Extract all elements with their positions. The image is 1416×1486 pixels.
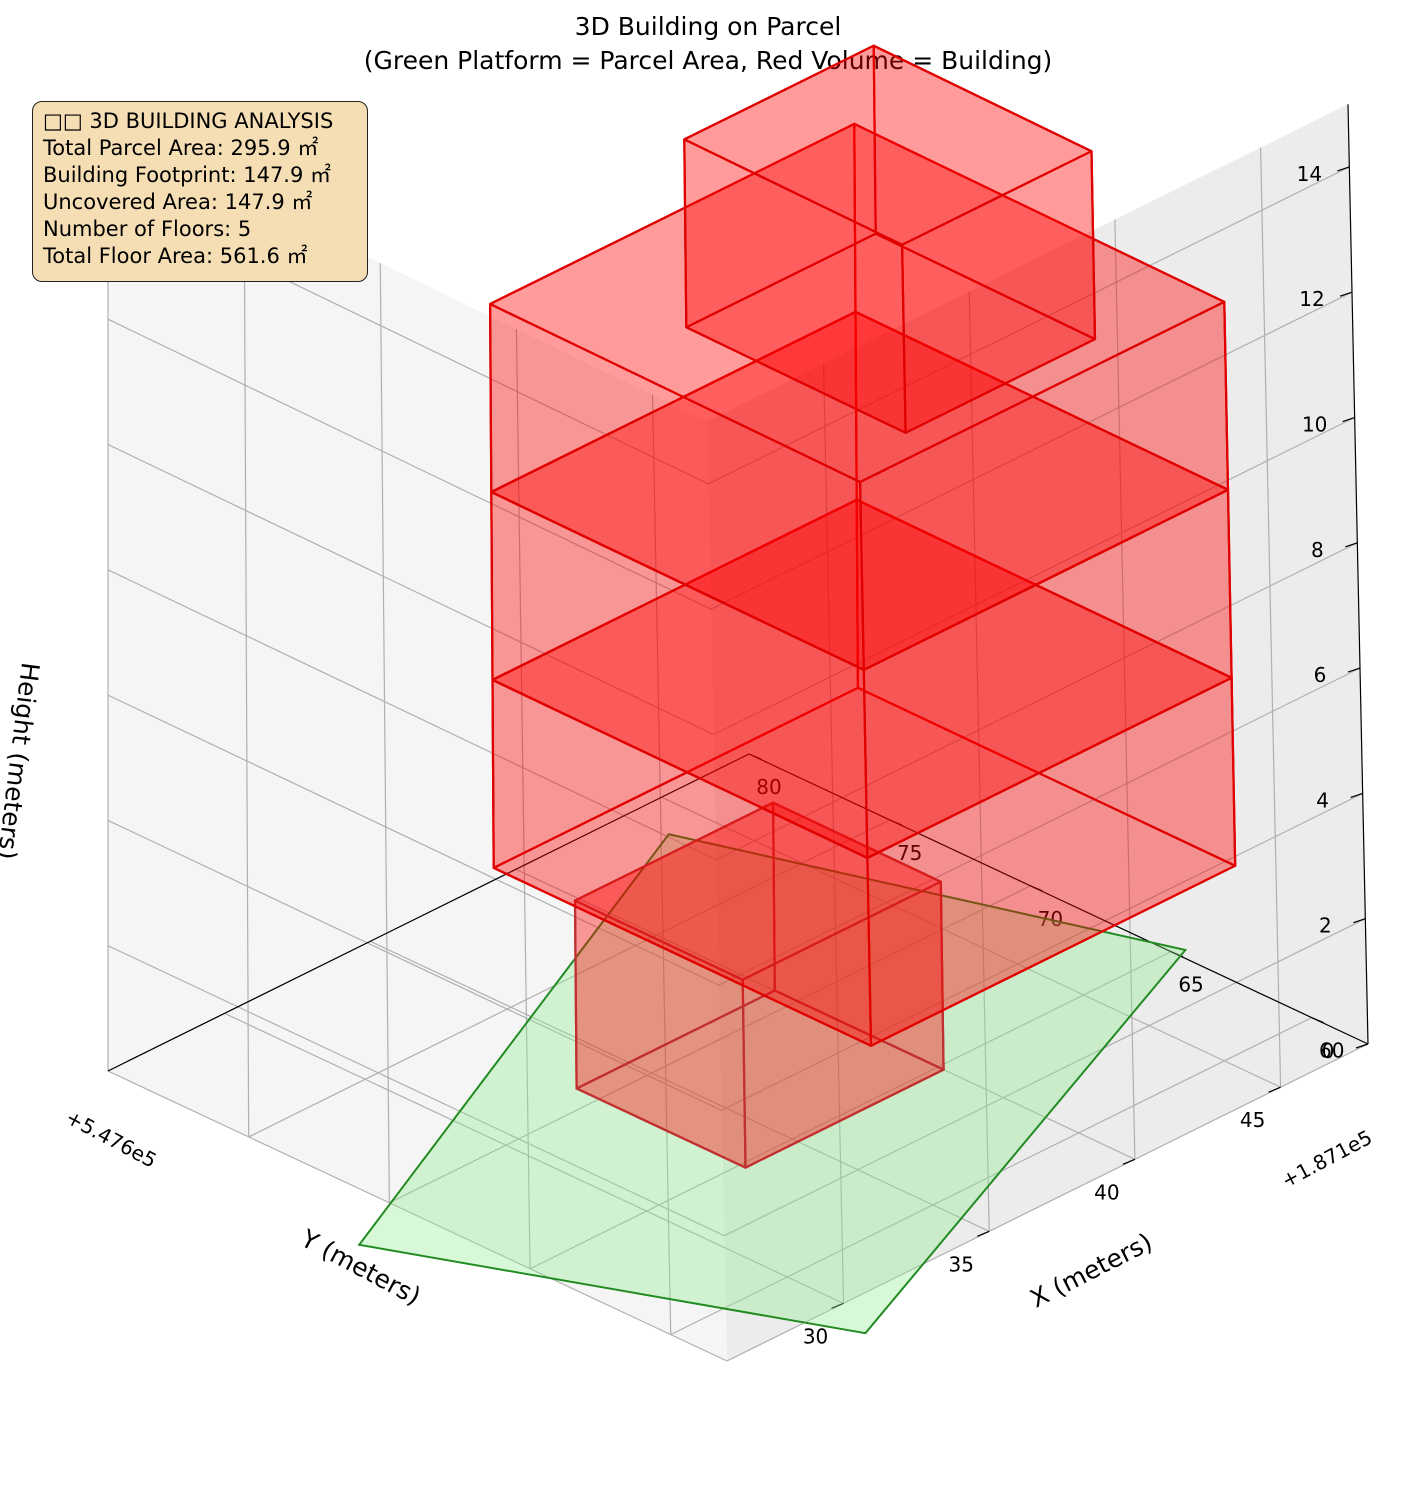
x-tick <box>1030 885 1043 892</box>
x-offset-label: +1.871e5 <box>1277 1125 1376 1193</box>
grid-line-y-wall <box>1259 147 1282 1088</box>
grid-line-x-wall <box>243 197 250 1137</box>
grid-line-z-right <box>107 945 725 1237</box>
grid-line-y-floor <box>369 940 990 1232</box>
chart-subtitle: (Green Platform = Parcel Area, Red Volum… <box>363 46 1053 75</box>
z-tick <box>1337 166 1350 172</box>
grid-line-x-floor <box>248 819 890 1138</box>
grid-line-y-wall <box>968 291 990 1232</box>
grid-line-z-right <box>107 694 720 986</box>
grid-lines <box>107 131 1369 1362</box>
x-tick <box>889 819 902 826</box>
z-tick-label: 14 <box>1297 162 1322 186</box>
x-tick-label: 60 <box>1319 1039 1344 1063</box>
y-tick-label: 30 <box>803 1324 828 1348</box>
grid-line-y-wall <box>1114 219 1136 1160</box>
grid-line-x-wall <box>379 263 390 1203</box>
z-tick <box>1355 1043 1369 1049</box>
grid-line-z-left <box>718 667 1361 986</box>
y-tick <box>1268 1086 1281 1093</box>
grid-line-z-right <box>107 443 714 736</box>
parcel-platform <box>357 833 1188 1335</box>
z-tick-label: 4 <box>1316 788 1329 812</box>
z-tick-label: 6 <box>1314 663 1327 687</box>
left-wall-pane <box>707 104 1368 1361</box>
building-lower-block-face-5 <box>573 801 942 981</box>
building-top-block-face-5 <box>683 44 1093 246</box>
z-tick-label: 10 <box>1302 413 1327 437</box>
chart-title: 3D Building on Parcel <box>574 12 842 41</box>
grid-line-z-right <box>107 819 722 1111</box>
grid-line-z-right <box>107 1070 728 1362</box>
z-axis-line <box>1347 104 1369 1045</box>
info-uncovered-area: Uncovered Area: 147.9 ㎡ <box>43 190 313 214</box>
grid-line-x-floor <box>389 885 1031 1204</box>
grid-line-z-left <box>710 291 1353 610</box>
x-tick-label: 75 <box>897 841 922 865</box>
x-tick <box>748 753 762 760</box>
x-tick-label: 65 <box>1178 973 1203 997</box>
info-total-floor-area: Total Floor Area: 561.6 ㎡ <box>43 244 308 268</box>
grid-line-x-floor <box>529 951 1172 1270</box>
z-tick-label: 0 <box>1322 1039 1335 1063</box>
grid-line-z-right <box>107 569 717 861</box>
grid-line-z-left <box>726 1043 1369 1362</box>
x-tick-label: 80 <box>756 775 781 799</box>
z-tick <box>1347 667 1361 673</box>
y-tick <box>976 1230 990 1237</box>
grid-line-x-floor <box>670 1017 1312 1336</box>
x-tick <box>1311 1017 1324 1024</box>
info-building-footprint: Building Footprint: 147.9 ㎡ <box>43 163 332 187</box>
grid-line-x-wall <box>651 394 672 1335</box>
grid-line-y-floor <box>661 796 1281 1088</box>
building-volume <box>357 44 1237 1335</box>
y-tick-label: 45 <box>1240 1108 1265 1132</box>
grid-line-z-left <box>713 416 1355 736</box>
info-box-title: □□ 3D BUILDING ANALYSIS <box>43 109 334 133</box>
y-tick-label: 35 <box>949 1252 974 1276</box>
grid-line-y-wall <box>822 363 845 1304</box>
grid-line-z-left <box>708 166 1350 485</box>
z-tick <box>1339 291 1353 297</box>
grid-line-y-floor <box>224 1012 844 1304</box>
z-tick <box>1350 792 1363 798</box>
y-tick-label: 40 <box>1094 1180 1119 1204</box>
x-axis-line <box>107 753 750 1072</box>
grid-line-x-wall <box>515 328 531 1269</box>
y-tick <box>831 1302 844 1309</box>
grid-line-z-right <box>107 318 712 610</box>
grid-line-z-left <box>724 918 1366 1237</box>
z-axis-title: Height (meters) <box>0 661 45 861</box>
z-tick <box>1353 918 1366 924</box>
grid-line-z-left <box>721 792 1363 1111</box>
y-offset-label: +5.476e5 <box>62 1105 161 1173</box>
y-axis-line <box>748 753 1369 1045</box>
z-tick <box>1342 416 1355 423</box>
grid-line-z-left <box>716 542 1358 861</box>
z-tick-label: 8 <box>1311 538 1324 562</box>
x-axis-title: X (meters) <box>1025 1227 1157 1313</box>
z-tick-label: 12 <box>1299 287 1324 311</box>
info-number-of-floors: Number of Floors: 5 <box>43 217 252 241</box>
right-wall-pane <box>108 131 727 1361</box>
analysis-info-box: □□ 3D BUILDING ANALYSIS Total Parcel Are… <box>32 101 368 282</box>
info-total-parcel-area: Total Parcel Area: 295.9 ㎡ <box>43 136 319 160</box>
y-tick <box>1122 1158 1136 1165</box>
building-floor-4-face-5 <box>489 122 1226 484</box>
z-tick-label: 2 <box>1319 914 1332 938</box>
axis-panes <box>108 104 1368 1361</box>
axis-lines <box>107 104 1369 1072</box>
z-tick <box>1345 542 1358 548</box>
